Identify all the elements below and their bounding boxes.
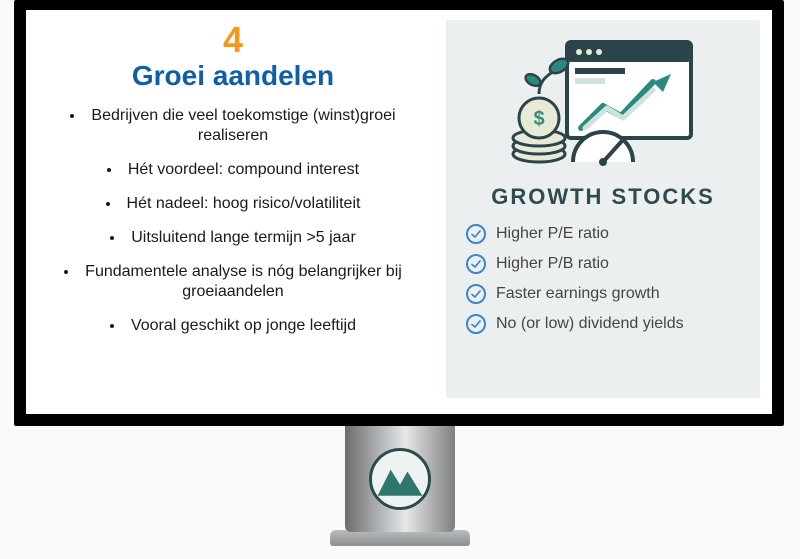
card-features: Higher P/E ratio Higher P/B ratio Faster…	[460, 224, 746, 344]
stand-neck	[345, 426, 455, 532]
slide-bullets: Bedrijven die veel toekomstige (winst)gr…	[38, 106, 428, 350]
feature-label: Faster earnings growth	[496, 285, 660, 303]
stand-base	[330, 530, 470, 546]
svg-text:$: $	[533, 108, 544, 130]
monitor-frame: 4 Groei aandelen Bedrijven die veel toek…	[14, 0, 784, 426]
check-icon	[466, 284, 486, 304]
monitor-stand	[330, 426, 470, 558]
feature-row: Higher P/E ratio	[466, 224, 746, 244]
slide-left-column: 4 Groei aandelen Bedrijven die veel toek…	[38, 20, 428, 398]
feature-row: Higher P/B ratio	[466, 254, 746, 274]
card-title: GROWTH STOCKS	[491, 184, 715, 210]
bullet-item: Hét voordeel: compound interest	[38, 160, 428, 180]
slide-title: Groei aandelen	[132, 60, 334, 92]
slide-number: 4	[223, 22, 243, 58]
slide-screen: 4 Groei aandelen Bedrijven die veel toek…	[26, 10, 772, 414]
bullet-item: Vooral geschikt op jonge leeftijd	[38, 316, 428, 336]
check-icon	[466, 314, 486, 334]
feature-row: No (or low) dividend yields	[466, 314, 746, 334]
bullet-item: Bedrijven die veel toekomstige (winst)gr…	[38, 106, 428, 146]
feature-row: Faster earnings growth	[466, 284, 746, 304]
growth-stocks-card: $ GROWTH STOCKS Higher P/E ratio Higher …	[446, 20, 760, 398]
bullet-item: Uitsluitend lange termijn >5 jaar	[38, 228, 428, 248]
bullet-item: Fundamentele analyse is nóg belangrijker…	[38, 262, 428, 302]
feature-label: Higher P/B ratio	[496, 255, 609, 273]
check-icon	[466, 254, 486, 274]
growth-illustration: $	[503, 34, 703, 174]
bullet-item: Hét nadeel: hoog risico/volatiliteit	[38, 194, 428, 214]
feature-label: Higher P/E ratio	[496, 225, 609, 243]
feature-label: No (or low) dividend yields	[496, 315, 684, 333]
check-icon	[466, 224, 486, 244]
stand-logo	[369, 448, 431, 510]
